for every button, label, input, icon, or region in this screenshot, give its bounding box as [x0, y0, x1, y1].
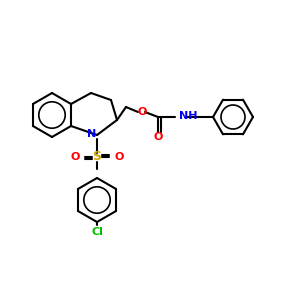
Text: N: N	[87, 129, 97, 139]
Text: S: S	[92, 151, 101, 164]
Text: O: O	[153, 132, 163, 142]
Text: NH: NH	[179, 111, 197, 121]
Text: Cl: Cl	[91, 227, 103, 237]
Text: O: O	[70, 152, 80, 162]
Text: O: O	[114, 152, 124, 162]
Text: O: O	[137, 107, 147, 117]
